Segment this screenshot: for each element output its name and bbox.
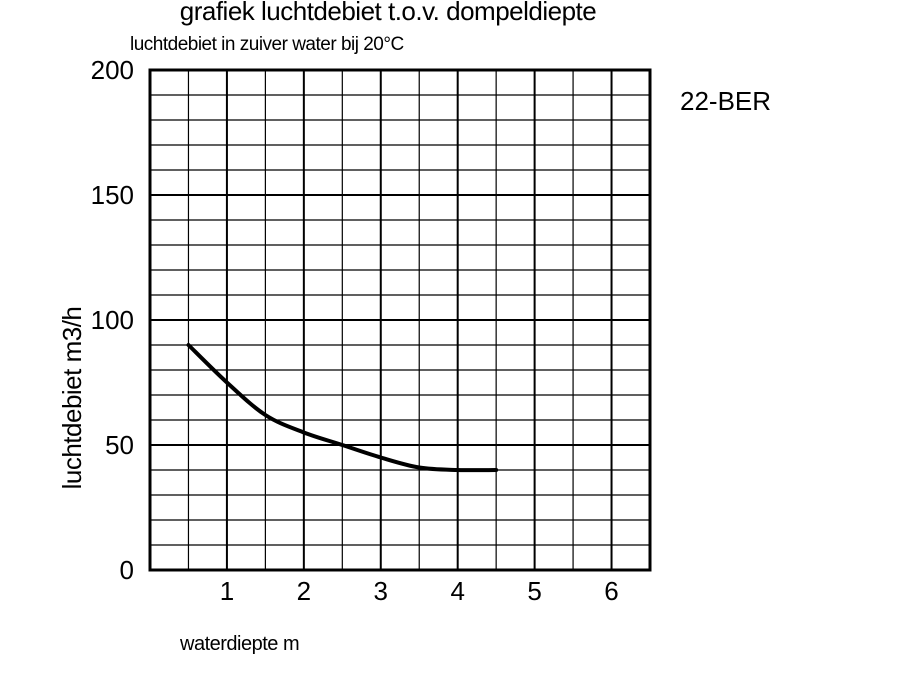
y-tick-label: 50 xyxy=(105,430,134,460)
chart-title: grafiek luchtdebiet t.o.v. dompeldiepte xyxy=(180,0,597,26)
x-tick-label: 4 xyxy=(450,576,464,606)
grid xyxy=(150,70,650,570)
y-tick-label: 100 xyxy=(91,305,134,335)
x-tick-label: 1 xyxy=(220,576,234,606)
x-axis-label: waterdiepte m xyxy=(179,633,299,655)
x-tick-label: 2 xyxy=(297,576,311,606)
plot-area-border xyxy=(148,68,652,572)
y-axis-label: luchtdebiet m3/h xyxy=(57,307,87,490)
x-tick-label: 3 xyxy=(374,576,388,606)
chart-subtitle: luchtdebiet in zuiver water bij 20°C xyxy=(130,34,404,55)
x-tick-label: 6 xyxy=(604,576,618,606)
y-tick-label: 0 xyxy=(120,555,134,585)
series-line xyxy=(186,343,499,473)
x-tick-label: 5 xyxy=(527,576,541,606)
model-label: 22-BER xyxy=(680,86,771,116)
y-tick-label: 200 xyxy=(91,55,134,85)
y-tick-label: 150 xyxy=(91,180,134,210)
y-tick-labels: 0 50 100 150 200 xyxy=(91,55,134,585)
x-tick-labels: 1 2 3 4 5 6 xyxy=(220,576,619,606)
